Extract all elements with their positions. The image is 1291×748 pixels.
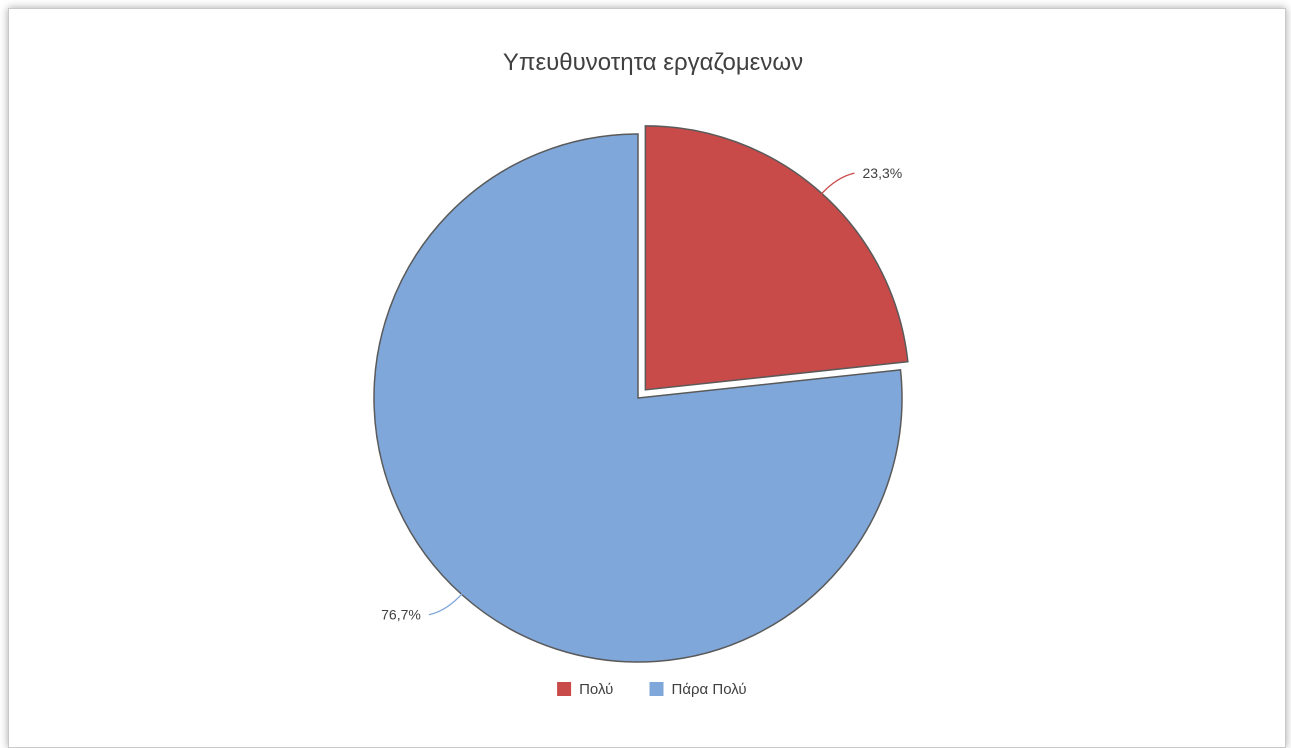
legend-swatch	[649, 682, 664, 696]
data-label-2: 76,7%	[381, 607, 421, 623]
legend-item-πάρα-πολύ: Πάρα Πολύ	[649, 681, 747, 698]
legend-swatch	[557, 682, 572, 696]
data-label-1: 23,3%	[863, 165, 903, 181]
legend-item-πολύ: Πολύ	[557, 681, 613, 698]
legend-label: Πολύ	[579, 681, 613, 698]
leader-line-2	[428, 592, 464, 616]
legend: Πολύ Πάρα Πολύ	[557, 681, 747, 698]
chart-title: Υπευθυνοτητα εργαζομενων	[503, 49, 803, 76]
chart-frame: Υπευθυνοτητα εργαζομενων 23,3% 76,7% Πολύ…	[8, 8, 1286, 748]
pie-chart: Υπευθυνοτητα εργαζομενων 23,3% 76,7% Πολύ…	[373, 49, 909, 698]
legend-label: Πάρα Πολύ	[672, 681, 747, 698]
data-labels: 23,3% 76,7%	[381, 165, 902, 623]
leader-line-1	[819, 172, 855, 196]
slices-layer	[373, 125, 909, 663]
leader-lines	[428, 172, 855, 616]
